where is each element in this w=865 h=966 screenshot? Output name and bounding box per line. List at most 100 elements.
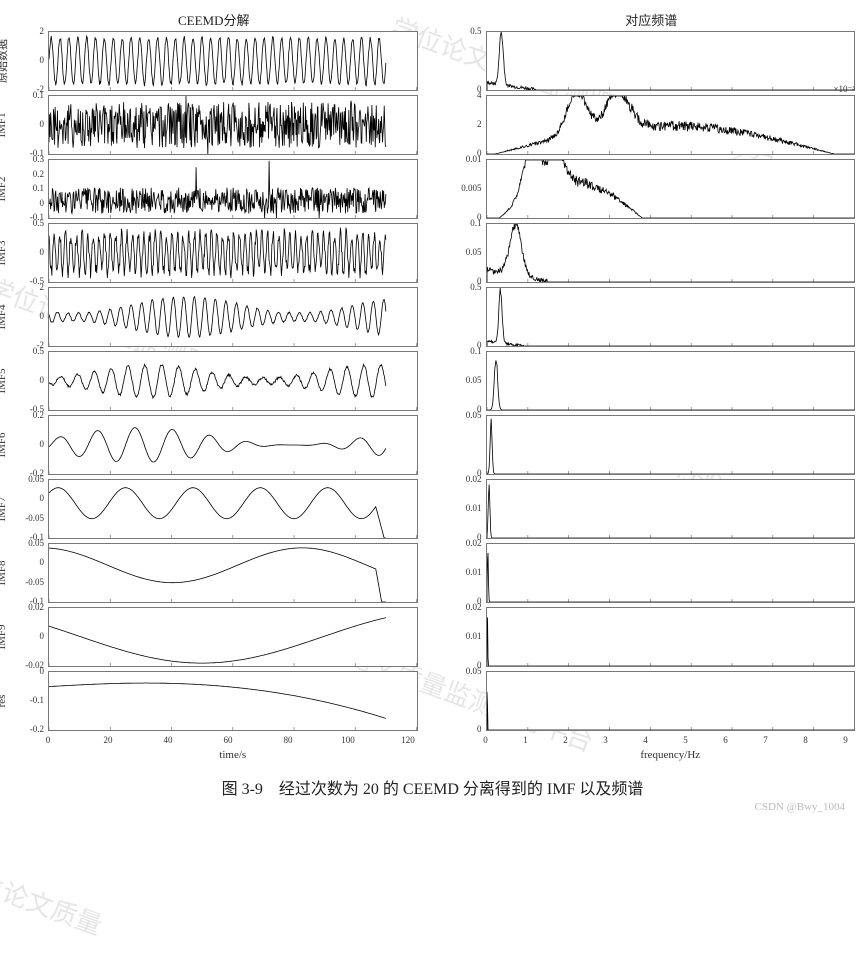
left-xticks: 020406080100120 — [48, 735, 418, 749]
plot-area — [48, 95, 418, 155]
series-path — [487, 224, 855, 282]
ytick: 0.02 — [466, 602, 482, 612]
spec-panel-10: 00.05 — [448, 671, 856, 731]
right-column: 对应频谱 00.5024×10⁻³00.0050.0100.050.100.50… — [448, 10, 856, 761]
ytick: 0.1 — [33, 90, 44, 100]
series-svg — [487, 96, 855, 154]
ytick: 0 — [40, 311, 45, 321]
time-panel-2: IMF2-0.100.10.20.3 — [10, 159, 418, 219]
plot-area — [486, 223, 856, 283]
ytick: 0.01 — [466, 631, 482, 641]
ytick: 0 — [40, 631, 45, 641]
ylabel: IMF2 — [0, 164, 8, 214]
series-svg — [487, 608, 855, 666]
series-svg — [49, 160, 417, 218]
ytick: 0.1 — [470, 218, 481, 228]
xtick: 3 — [603, 735, 608, 745]
plot-area — [48, 479, 418, 539]
yticks: -0.500.5 — [10, 351, 46, 411]
ytick: 0 — [40, 55, 45, 65]
series-svg — [49, 96, 417, 154]
plot-area — [486, 159, 856, 219]
ytick: 4 — [477, 90, 482, 100]
plot-area — [486, 607, 856, 667]
yticks: 00.0050.01 — [448, 159, 484, 219]
exponent-label: ×10⁻³ — [833, 84, 855, 95]
spec-panel-2: 00.0050.01 — [448, 159, 856, 219]
series-svg — [49, 352, 417, 410]
series-path — [487, 288, 855, 346]
yticks: -202 — [10, 31, 46, 91]
xtick: 0 — [483, 735, 488, 745]
xtick: 9 — [843, 735, 848, 745]
ytick: 0.5 — [470, 26, 481, 36]
time-panel-10: res-0.2-0.10 — [10, 671, 418, 731]
ytick: 0 — [40, 493, 45, 503]
series-svg — [49, 608, 417, 666]
spec-panel-7: 00.010.02 — [448, 479, 856, 539]
yticks: -0.200.2 — [10, 415, 46, 475]
time-panel-9: IMF9-0.0200.02 — [10, 607, 418, 667]
spec-panel-0: 00.5 — [448, 31, 856, 91]
plot-area — [486, 671, 856, 731]
plot-area — [486, 287, 856, 347]
xtick: 2 — [563, 735, 568, 745]
series-svg — [49, 544, 417, 602]
yticks: 00.010.02 — [448, 543, 484, 603]
series-path — [487, 553, 855, 602]
ylabel: IMF8 — [0, 548, 8, 598]
ytick: 2 — [40, 282, 45, 292]
xtick: 100 — [341, 735, 355, 745]
plot-area — [48, 287, 418, 347]
ytick: 0.05 — [466, 410, 482, 420]
plot-area — [486, 415, 856, 475]
spec-panel-1: 024×10⁻³ — [448, 95, 856, 155]
ytick: 0 — [40, 247, 45, 257]
series-svg — [487, 672, 855, 730]
spec-panel-9: 00.010.02 — [448, 607, 856, 667]
ytick: 0 — [40, 557, 45, 567]
yticks: 00.010.02 — [448, 479, 484, 539]
series-path — [49, 36, 386, 86]
plot-area — [48, 543, 418, 603]
ytick: -0.2 — [30, 724, 44, 734]
xtick: 20 — [104, 735, 113, 745]
series-path — [49, 488, 386, 538]
left-column-title: CEEMD分解 — [10, 10, 418, 29]
yticks: 00.5 — [448, 31, 484, 91]
plot-area — [48, 223, 418, 283]
plot-area — [486, 95, 856, 155]
ytick: -0.05 — [25, 577, 44, 587]
series-path — [49, 161, 386, 218]
xtick: 5 — [683, 735, 688, 745]
ytick: 0.5 — [33, 346, 44, 356]
series-svg — [49, 224, 417, 282]
plot-area — [486, 351, 856, 411]
ytick: 2 — [477, 119, 482, 129]
ytick: 0.3 — [33, 154, 44, 164]
spec-panel-6: 00.05 — [448, 415, 856, 475]
yticks: -0.1-0.0500.05 — [10, 543, 46, 603]
xtick: 0 — [46, 735, 51, 745]
ytick: 0 — [40, 666, 45, 676]
series-svg — [487, 416, 855, 474]
yticks: 00.010.02 — [448, 607, 484, 667]
time-panel-6: IMF6-0.200.2 — [10, 415, 418, 475]
ylabel: IMF1 — [0, 100, 8, 150]
series-path — [49, 96, 386, 154]
ylabel: IMF5 — [0, 356, 8, 406]
ytick: 0.01 — [466, 503, 482, 513]
xtick: 80 — [284, 735, 293, 745]
yticks: -0.100.1 — [10, 95, 46, 155]
series-svg — [49, 672, 417, 730]
series-svg — [487, 480, 855, 538]
series-path — [49, 618, 386, 663]
series-path — [49, 297, 386, 338]
plot-area — [48, 415, 418, 475]
xtick: 120 — [401, 735, 415, 745]
ytick: 0 — [40, 119, 45, 129]
ylabel: IMF9 — [0, 612, 8, 662]
ytick: 0.1 — [470, 346, 481, 356]
series-svg — [487, 288, 855, 346]
ceemd-figure: 学位论文质量监测服务平台——23749学位论文质量监测服务平台23749991—… — [10, 10, 855, 813]
